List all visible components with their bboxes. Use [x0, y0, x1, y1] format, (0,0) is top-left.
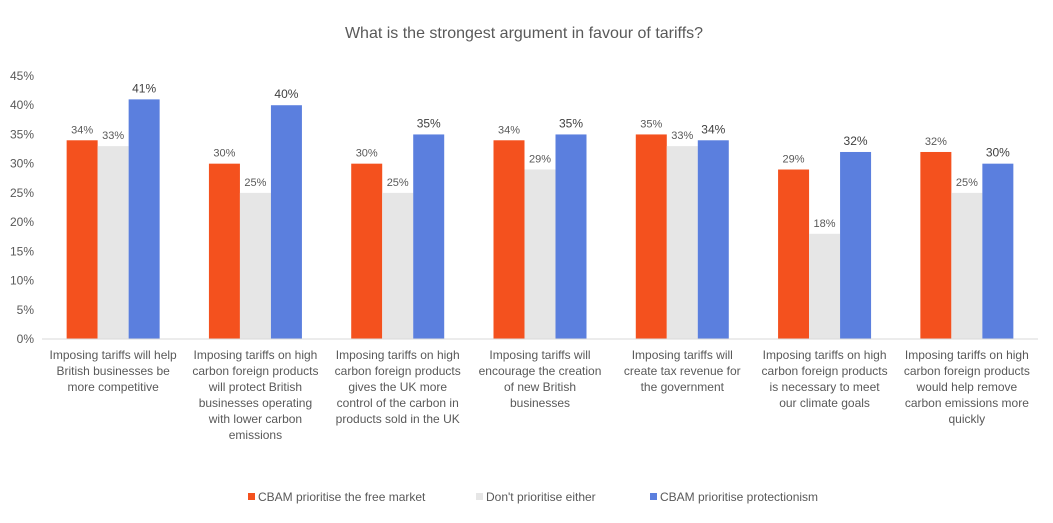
data-label: 18%: [814, 218, 836, 230]
data-label: 30%: [986, 146, 1010, 160]
bar: [982, 163, 1014, 339]
data-label: 35%: [417, 116, 441, 130]
y-axis: 0% 5% 10% 15% 20% 25% 30% 35% 40% 45%: [10, 69, 34, 346]
data-label: 25%: [244, 177, 266, 189]
bar: [382, 192, 414, 339]
y-tick-label: 20%: [10, 215, 34, 229]
y-tick-label: 5%: [17, 303, 35, 317]
data-label: 34%: [71, 124, 93, 136]
bar: [128, 99, 160, 339]
bar: [270, 105, 302, 339]
data-label: 41%: [132, 81, 156, 95]
data-label: 32%: [844, 134, 868, 148]
data-label: 40%: [274, 87, 298, 101]
bar: [66, 140, 98, 339]
category-label: Imposing tariffs will help British busine…: [50, 348, 177, 394]
bar: [951, 192, 983, 339]
y-tick-label: 35%: [10, 127, 34, 141]
bar: [524, 169, 556, 339]
data-label: 25%: [387, 177, 409, 189]
legend-swatch: [650, 493, 657, 500]
category-label: Imposing tariffs will encourage the creat…: [479, 348, 602, 410]
bar: [208, 163, 240, 339]
category-label: Imposing tariffs on high carbon foreign p…: [192, 348, 318, 442]
bars: [66, 99, 1014, 339]
y-tick-label: 10%: [10, 274, 34, 288]
y-tick-label: 40%: [10, 98, 34, 112]
chart-title: What is the strongest argument in favour…: [345, 25, 703, 42]
legend: CBAM prioritise the free market Don't pri…: [248, 490, 818, 504]
category-label: Imposing tariffs on high carbon foreign p…: [762, 348, 888, 410]
data-label: 29%: [529, 154, 551, 166]
category-label: Imposing tariffs will create tax revenue …: [624, 348, 741, 394]
category-label: Imposing tariffs on high carbon foreign p…: [335, 348, 461, 426]
data-labels: 34% 33% 41% 30% 25% 40% 30% 25% 35% 34% 29% 35% 35% 3…: [71, 81, 1010, 229]
legend-label: CBAM prioritise the free market: [258, 490, 426, 504]
bar: [778, 169, 810, 339]
legend-label: CBAM prioritise protectionism: [660, 490, 818, 504]
legend-label: Don't prioritise either: [486, 490, 596, 504]
data-label: 30%: [213, 148, 235, 160]
data-label: 35%: [640, 118, 662, 130]
legend-swatch: [476, 493, 483, 500]
data-label: 29%: [783, 154, 805, 166]
data-label: 25%: [956, 177, 978, 189]
data-label: 34%: [498, 124, 520, 136]
bar: [697, 140, 729, 339]
data-label: 32%: [925, 136, 947, 148]
category-label: Imposing tariffs on high carbon foreign p…: [904, 348, 1030, 426]
bar: [493, 140, 525, 339]
y-tick-label: 30%: [10, 157, 34, 171]
bar: [635, 134, 667, 339]
data-label: 35%: [559, 116, 583, 130]
y-tick-label: 15%: [10, 244, 34, 258]
bar: [413, 134, 445, 339]
bar: [809, 233, 841, 339]
bar: [351, 163, 383, 339]
data-label: 30%: [356, 148, 378, 160]
y-tick-label: 25%: [10, 186, 34, 200]
bar: [840, 151, 872, 339]
data-label: 34%: [701, 122, 725, 136]
bar: [555, 134, 587, 339]
data-label: 33%: [671, 130, 693, 142]
y-tick-label: 45%: [10, 69, 34, 83]
legend-swatch: [248, 493, 255, 500]
y-tick-label: 0%: [17, 332, 35, 346]
bar: [97, 146, 129, 339]
bar: [920, 151, 952, 339]
bar: [239, 192, 271, 339]
bar: [666, 146, 698, 339]
category-labels: Imposing tariffs will help British busine…: [50, 348, 1030, 442]
data-label: 33%: [102, 130, 124, 142]
